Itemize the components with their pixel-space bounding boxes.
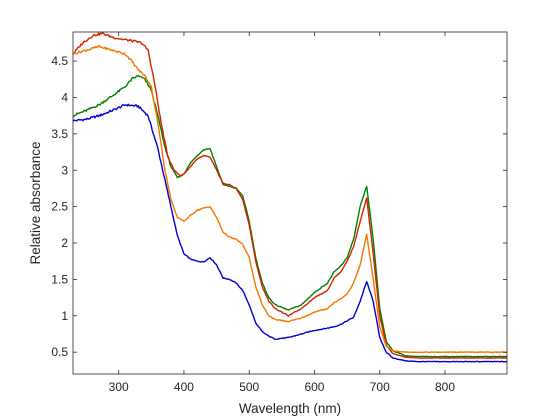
y-axis-ticks: 0.5 1 1.5 2 2.5 3 3.5 4 4.5 (51, 54, 507, 359)
plot-area (73, 32, 507, 374)
series-layer (72, 32, 508, 363)
series-line-3 (72, 32, 508, 359)
series-line-4 (72, 44, 508, 354)
x-tick-label: 300 (109, 380, 129, 394)
x-tick-label: 800 (435, 380, 455, 394)
y-tick-label: 4 (61, 90, 68, 104)
series-line-2 (72, 74, 508, 358)
y-tick-label: 2.5 (51, 200, 68, 214)
y-tick-label: 0.5 (51, 345, 68, 359)
x-tick-label: 500 (239, 380, 259, 394)
y-tick-label: 4.5 (51, 54, 68, 68)
y-tick-label: 2 (61, 236, 68, 250)
x-axis-title: Wavelength (nm) (239, 401, 341, 416)
y-tick-label: 3 (61, 163, 68, 177)
x-tick-label: 400 (174, 380, 194, 394)
series-line-1 (72, 103, 508, 363)
x-tick-label: 700 (370, 380, 390, 394)
y-tick-label: 3.5 (51, 127, 68, 141)
x-axis-ticks: 300 400 500 600 700 800 (109, 32, 455, 394)
y-tick-label: 1 (61, 309, 68, 323)
y-axis-title: Relative absorbance (28, 141, 43, 264)
plot-frame (72, 31, 508, 375)
x-tick-label: 600 (304, 380, 324, 394)
y-tick-label: 1.5 (51, 272, 68, 286)
